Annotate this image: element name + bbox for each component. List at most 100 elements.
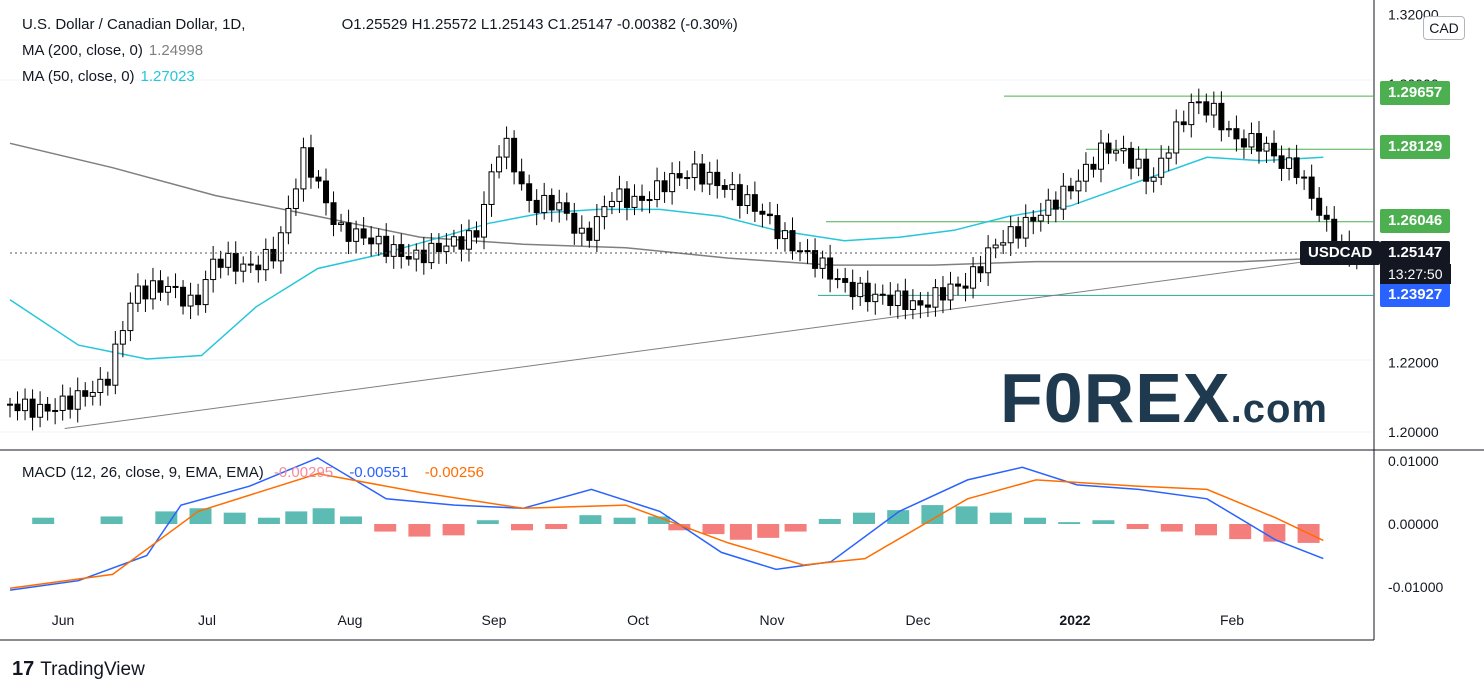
- candle: [1075, 169, 1082, 204]
- macd-value: -0.00551: [349, 464, 409, 481]
- candle-body: [849, 281, 856, 298]
- candle: [1233, 115, 1240, 152]
- candle: [977, 255, 984, 282]
- histogram-bar: [989, 512, 1012, 524]
- candle-body: [842, 278, 849, 283]
- candle-body: [947, 283, 954, 301]
- ma50-legend: MA (50, close, 0) 1.27023: [22, 68, 195, 85]
- candle-body: [985, 247, 992, 274]
- candle-body: [1015, 226, 1022, 239]
- candle: [1308, 164, 1315, 211]
- histogram-bar: [442, 524, 465, 536]
- candle: [398, 233, 405, 269]
- candle-body: [872, 293, 879, 303]
- candle: [1067, 177, 1074, 200]
- candle-body: [962, 285, 969, 289]
- candle: [548, 188, 555, 222]
- candle-body: [307, 147, 314, 178]
- candle-body: [142, 285, 149, 300]
- candle-body: [684, 177, 691, 180]
- candle: [608, 192, 615, 215]
- candle-body: [1301, 176, 1308, 179]
- histogram-bar: [312, 508, 335, 524]
- currency-badge[interactable]: CAD: [1423, 16, 1465, 40]
- candle-body: [736, 184, 743, 207]
- candle: [345, 209, 352, 255]
- histogram-bar: [757, 524, 780, 538]
- candle: [1316, 187, 1323, 222]
- candle: [744, 185, 751, 215]
- candle: [759, 203, 766, 228]
- histogram-bar: [32, 517, 55, 524]
- candle-body: [556, 202, 563, 211]
- time-tick: Feb: [1220, 612, 1244, 628]
- candle: [631, 184, 638, 216]
- candle: [789, 217, 796, 260]
- candle-body: [804, 250, 811, 253]
- candle: [939, 276, 946, 314]
- candle: [646, 191, 653, 214]
- candle-body: [1113, 150, 1120, 154]
- candle: [955, 276, 962, 296]
- candle: [119, 320, 126, 358]
- macd-signal-value: -0.00256: [424, 464, 484, 481]
- candle: [932, 279, 939, 317]
- candle-body: [894, 290, 901, 307]
- candle-body: [864, 282, 871, 303]
- histogram-bar: [702, 524, 725, 535]
- candle-body: [89, 391, 96, 397]
- candle-body: [751, 194, 758, 212]
- candle: [924, 291, 931, 318]
- candle: [481, 191, 488, 250]
- candle: [172, 273, 179, 299]
- candle-body: [714, 171, 721, 187]
- candle-body: [1097, 142, 1104, 170]
- histogram-bar: [285, 511, 308, 524]
- candle: [323, 168, 330, 216]
- histogram-bar: [408, 524, 431, 537]
- histogram-bar: [189, 508, 212, 524]
- candle: [74, 377, 81, 423]
- ma50-line: [9, 156, 1324, 360]
- candle: [804, 239, 811, 264]
- candle-body: [7, 403, 13, 406]
- support-trendline: [64, 254, 1358, 429]
- candle-body: [902, 290, 909, 310]
- candle-body: [172, 285, 179, 288]
- candle-body: [232, 252, 239, 272]
- candle-body: [383, 235, 390, 257]
- candle-body: [390, 244, 397, 257]
- candle-body: [187, 294, 194, 307]
- candle: [1271, 130, 1278, 163]
- candle: [1225, 120, 1232, 138]
- symbol-title: U.S. Dollar / Canadian Dollar, 1D,: [22, 16, 246, 33]
- candle-body: [827, 257, 834, 280]
- candle-body: [766, 213, 773, 217]
- candle-body: [548, 194, 555, 211]
- candle: [488, 163, 495, 217]
- ma200-label: MA (200, close, 0): [22, 42, 143, 59]
- candle: [1210, 91, 1217, 128]
- macd-tick: -0.01000: [1388, 579, 1443, 595]
- candle-body: [104, 378, 111, 386]
- tradingview-logo[interactable]: 17 TradingView: [12, 658, 145, 681]
- candle: [180, 280, 187, 315]
- candle-body: [398, 244, 405, 257]
- histogram-bar: [887, 510, 910, 524]
- macd-legend: MACD (12, 26, close, 9, EMA, EMA) -0.002…: [22, 464, 484, 481]
- candle: [413, 243, 420, 272]
- candle: [368, 225, 375, 257]
- candle: [1180, 110, 1187, 133]
- candle-body: [473, 230, 480, 238]
- histogram-bar: [853, 512, 875, 524]
- candle: [1323, 206, 1330, 232]
- candle-body: [465, 230, 472, 250]
- candle-body: [210, 258, 217, 281]
- candle-body: [202, 279, 209, 306]
- candle: [97, 367, 104, 406]
- histogram-bar: [374, 524, 397, 532]
- candle-body: [443, 245, 450, 253]
- candle-body: [608, 200, 615, 208]
- candle: [390, 235, 397, 269]
